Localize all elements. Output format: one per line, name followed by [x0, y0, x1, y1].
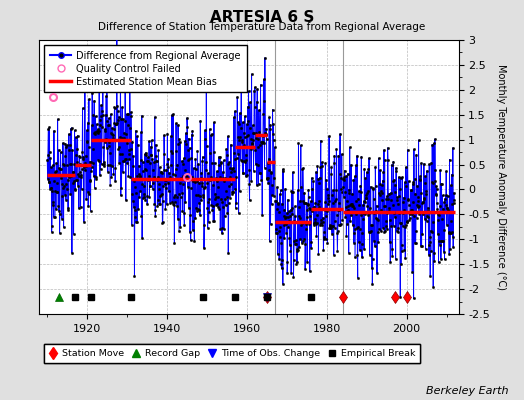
Text: Difference of Station Temperature Data from Regional Average: Difference of Station Temperature Data f… [99, 22, 425, 32]
Legend: Station Move, Record Gap, Time of Obs. Change, Empirical Break: Station Move, Record Gap, Time of Obs. C… [44, 344, 420, 363]
Y-axis label: Monthly Temperature Anomaly Difference (°C): Monthly Temperature Anomaly Difference (… [496, 64, 506, 290]
Text: Berkeley Earth: Berkeley Earth [426, 386, 508, 396]
Text: ARTESIA 6 S: ARTESIA 6 S [210, 10, 314, 25]
